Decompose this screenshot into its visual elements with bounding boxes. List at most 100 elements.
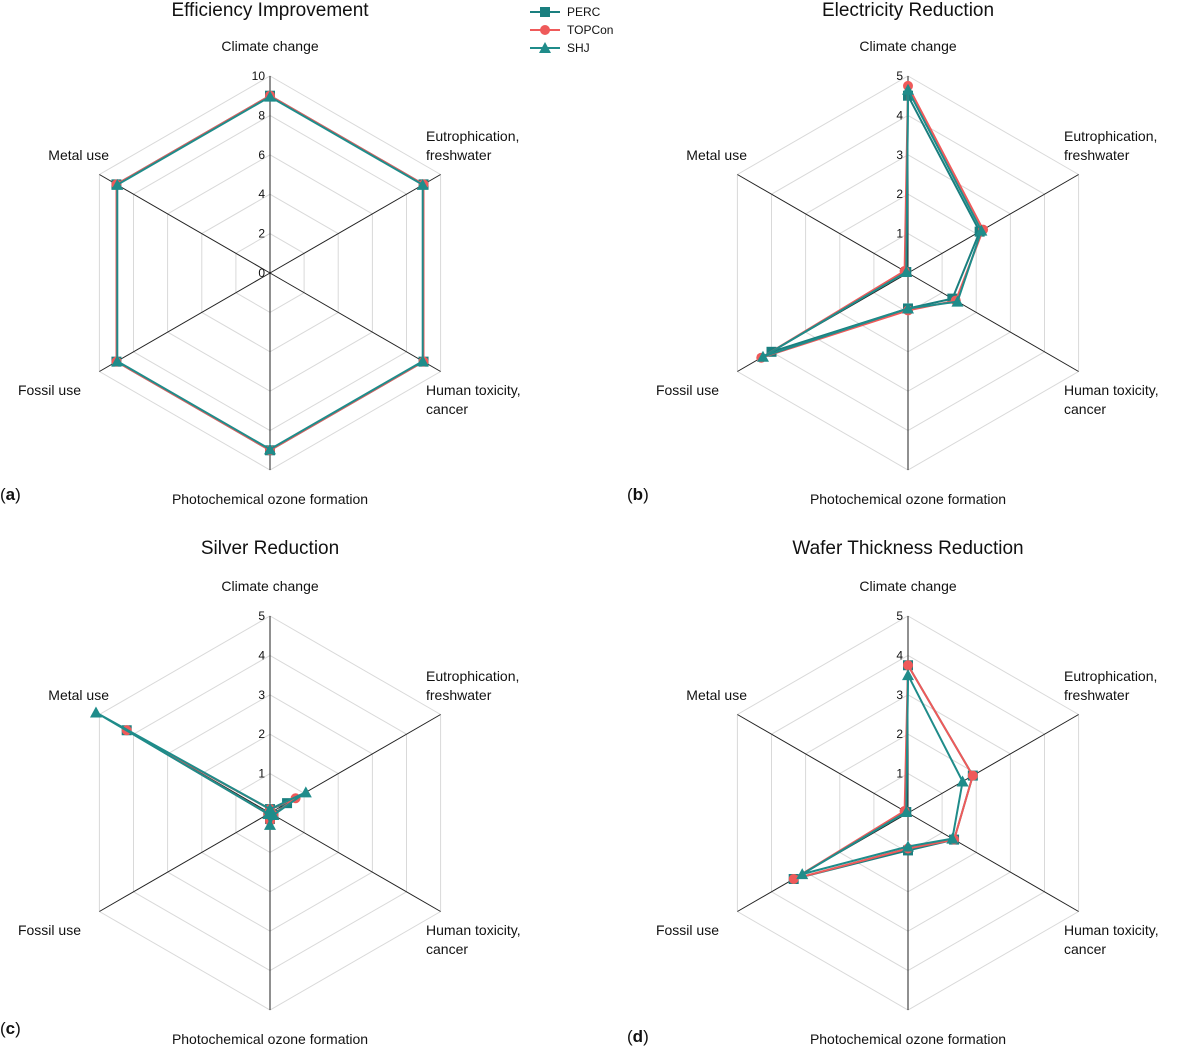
data-point	[264, 818, 276, 830]
data-point	[89, 706, 102, 718]
axis-label: Metal use	[686, 687, 747, 703]
legend-item-shj: SHJ	[530, 41, 590, 55]
axis-label: Fossil use	[656, 922, 719, 938]
series-shj	[111, 90, 429, 455]
series-line	[792, 664, 974, 880]
axis-label: Climate change	[221, 38, 318, 54]
series-topcon	[788, 660, 978, 884]
tick-label: 0	[258, 266, 265, 280]
axis-label: Climate change	[221, 578, 318, 594]
tick-label: 3	[896, 688, 903, 702]
radar-panel-a: 0 2 4 6 8 10 Climate change Eutrophication, fres…	[0, 0, 521, 507]
tick-label: 2	[258, 227, 265, 241]
tick-label: 1	[896, 767, 903, 781]
data-point	[946, 832, 959, 844]
data-point	[902, 302, 914, 314]
legend: PERC TOPCon SHJ	[530, 5, 613, 55]
axis-spoke	[737, 714, 909, 814]
axis-label: Metal use	[48, 147, 109, 163]
panel-letter: (a)	[0, 485, 21, 504]
axis-label: Human toxicity, cancer	[426, 382, 521, 417]
chart-title: Efficiency Improvement	[171, 0, 369, 21]
panel-letter: (b)	[627, 485, 649, 504]
tick-label: 5	[896, 69, 903, 83]
axis-spoke	[907, 714, 1079, 814]
tick-label: 4	[896, 648, 903, 662]
tick-label: 10	[252, 69, 266, 83]
data-point	[756, 350, 769, 362]
axis-spoke	[269, 272, 441, 372]
legend-label: PERC	[567, 5, 601, 19]
axis-label: Eutrophication, freshwater	[1064, 128, 1157, 163]
axis-spoke	[99, 812, 271, 912]
axis-label: Human toxicity, cancer	[1064, 382, 1159, 417]
data-point	[967, 770, 978, 781]
axis-label: Photochemical ozone formation	[810, 491, 1006, 507]
axis-label: Human toxicity, cancer	[426, 922, 521, 957]
axis-label: Climate change	[859, 578, 956, 594]
series-line	[792, 664, 974, 880]
series-line	[760, 84, 985, 359]
axis-label: Photochemical ozone formation	[810, 1031, 1006, 1047]
data-point	[788, 873, 799, 884]
series-shj	[796, 669, 969, 880]
chart-title: Electricity Reduction	[822, 0, 994, 21]
panel-letter: (c)	[0, 1019, 21, 1038]
data-point	[902, 669, 914, 681]
axis-spoke	[99, 272, 271, 372]
data-point	[796, 868, 809, 880]
data-point	[902, 83, 914, 95]
data-point	[416, 355, 429, 367]
data-point	[299, 786, 312, 798]
tick-label: 4	[258, 187, 265, 201]
legend-marker	[539, 42, 551, 53]
tick-label: 4	[258, 648, 265, 662]
axis-spoke	[907, 812, 1079, 912]
axis-label: Fossil use	[656, 382, 719, 398]
axis-label: Eutrophication, freshwater	[426, 668, 519, 703]
data-point	[416, 178, 429, 190]
data-point	[900, 806, 913, 818]
tick-label: 4	[896, 108, 903, 122]
series-shj	[756, 83, 988, 362]
data-point	[900, 266, 913, 278]
series-perc	[788, 660, 978, 884]
legend-item-perc: PERC	[530, 5, 601, 19]
data-point	[264, 90, 276, 102]
data-point	[111, 178, 124, 190]
tick-label: 5	[258, 609, 265, 623]
data-point	[262, 807, 275, 819]
axis-label: Fossil use	[18, 922, 81, 938]
series-perc	[766, 90, 985, 357]
axis-spoke	[737, 174, 909, 274]
legend-marker	[540, 25, 550, 35]
data-point	[956, 775, 969, 787]
axis-spoke	[269, 812, 441, 912]
radar-panels: 0 2 4 6 8 10 Climate change Eutrophication, fres…	[0, 0, 1159, 1047]
tick-label: 2	[258, 727, 265, 741]
tick-label: 3	[258, 688, 265, 702]
data-point	[282, 798, 293, 809]
chart-title: Silver Reduction	[201, 538, 339, 559]
chart-title: Wafer Thickness Reduction	[792, 538, 1023, 559]
tick-label: 3	[896, 148, 903, 162]
axis-label: Metal use	[48, 687, 109, 703]
data-point	[951, 295, 964, 307]
tick-label: 1	[896, 227, 903, 241]
series-line	[762, 88, 983, 358]
tick-label: 1	[258, 767, 265, 781]
data-point	[975, 224, 988, 236]
axis-label: Photochemical ozone formation	[172, 1031, 368, 1047]
axis-label: Photochemical ozone formation	[172, 491, 368, 507]
axis-label: Eutrophication, freshwater	[426, 128, 519, 163]
axis-label: Fossil use	[18, 382, 81, 398]
radar-panel-b: 1 2 3 4 5 Climate change Eutrophication, freshw…	[627, 0, 1159, 507]
tick-label: 6	[258, 148, 265, 162]
data-point	[902, 840, 914, 852]
panel-letter: (d)	[627, 1027, 649, 1046]
axis-spoke	[99, 174, 271, 274]
legend-item-topcon: TOPCon	[530, 23, 613, 37]
axis-label: Eutrophication, freshwater	[1064, 668, 1157, 703]
legend-label: TOPCon	[567, 23, 613, 37]
